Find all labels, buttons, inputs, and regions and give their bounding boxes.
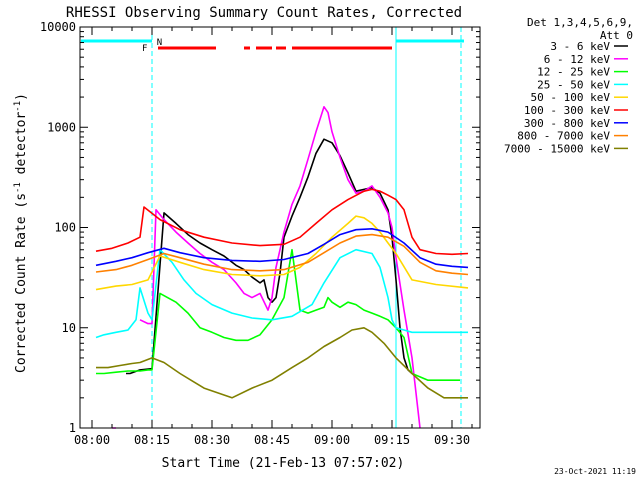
chart-title: RHESSI Observing Summary Count Rates, Co…	[66, 5, 462, 21]
plot-area: FN	[81, 27, 469, 429]
y-tick-label: 1000	[47, 120, 76, 134]
x-tick-label: 08:30	[194, 433, 230, 447]
series-line-3	[95, 248, 468, 339]
series-line-8	[96, 327, 468, 399]
legend-label-1: 6 - 12 keV	[544, 53, 611, 66]
y-tick-label: 10000	[40, 20, 76, 34]
series-line-2	[96, 248, 460, 381]
footer-date: 23-Oct-2021 11:19	[554, 467, 636, 476]
legend-label-7: 800 - 7000 keV	[517, 130, 610, 143]
legend-header-line-1: Det 1,3,4,5,6,9,	[527, 16, 633, 29]
legend-label-6: 300 - 800 keV	[524, 117, 610, 130]
y-tick-label: 1	[69, 421, 76, 435]
legend-label-8: 7000 - 15000 keV	[504, 142, 610, 155]
series-line-7	[95, 233, 469, 276]
y-tick-label: 10	[62, 321, 76, 335]
legend-label-2: 12 - 25 keV	[537, 66, 610, 79]
x-axis-label: Start Time (21-Feb-13 07:57:02)	[162, 456, 405, 471]
x-tick-label: 08:45	[254, 433, 290, 447]
series-line-5	[95, 188, 469, 256]
x-tick-label: 09:30	[434, 433, 470, 447]
series-line-4	[95, 215, 469, 291]
legend-label-5: 100 - 300 keV	[524, 104, 610, 117]
x-tick-label: 08:15	[134, 433, 170, 447]
x-tick-label: 08:00	[74, 433, 110, 447]
x-tick-label: 09:15	[374, 433, 410, 447]
y-tick-label: 100	[54, 221, 76, 235]
y-axis-label: Corrected Count Rate (s-1 detector-1)	[13, 93, 29, 373]
legend-header-line-2: Att 0	[600, 29, 633, 42]
flare-flag-label: F	[142, 44, 147, 54]
legend-label-0: 3 - 6 keV	[550, 40, 610, 53]
x-tick-label: 09:00	[314, 433, 350, 447]
night-flag-label: N	[157, 38, 162, 48]
legend-label-3: 25 - 50 keV	[537, 78, 610, 91]
series-line-6	[95, 228, 469, 269]
axes: 1 10 100 1000 10000 08:00 08:15 08:30 08:45 09:00…	[40, 20, 481, 447]
legend-label-4: 50 - 100 keV	[531, 91, 611, 104]
plot-frame	[79, 26, 481, 429]
series-line-0	[126, 138, 413, 375]
